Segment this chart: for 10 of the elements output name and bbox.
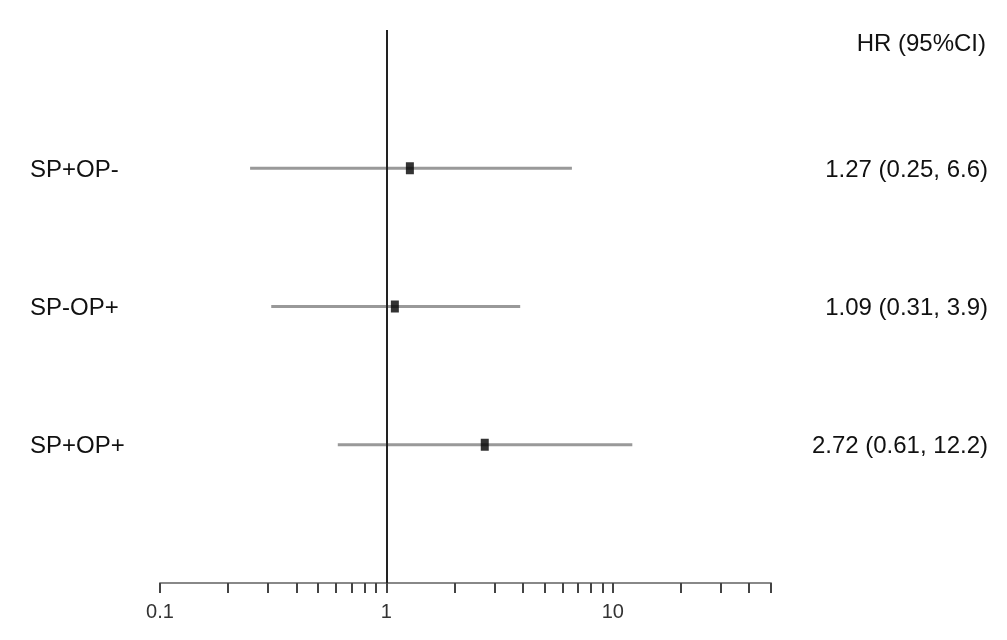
data-label: 1.09 (0.31, 3.9) bbox=[825, 293, 988, 320]
x-tick-label: 1 bbox=[380, 600, 392, 622]
x-tick-label: 0.1 bbox=[146, 600, 174, 622]
x-tick-label: 10 bbox=[601, 600, 624, 622]
y-tick-label: SP+OP+ bbox=[30, 431, 125, 459]
y-tick-label: SP-OP+ bbox=[30, 293, 119, 320]
y-tick-label: SP+OP- bbox=[30, 154, 119, 182]
data-label: 1.27 (0.25, 6.6) bbox=[825, 154, 988, 182]
text: HR (95%CI) bbox=[856, 28, 987, 56]
data-label: 2.72 (0.61, 12.2) bbox=[811, 431, 988, 459]
